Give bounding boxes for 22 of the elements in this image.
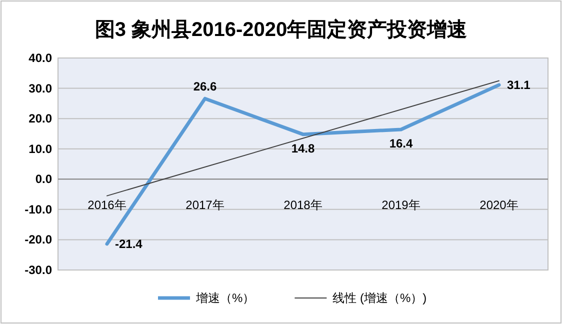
data-label: 14.8 xyxy=(291,141,315,156)
data-label: 26.6 xyxy=(193,80,217,94)
line-series xyxy=(106,80,500,196)
x-tick-label: 2017年 xyxy=(186,198,224,212)
y-tick-label: 40.0 xyxy=(28,51,52,65)
y-tick-label: -10.0 xyxy=(24,202,52,216)
data-label: 16.4 xyxy=(389,136,413,150)
y-tick-label: 20.0 xyxy=(28,112,52,126)
y-tick-label: 0.0 xyxy=(35,172,52,186)
y-tick-label: -20.0 xyxy=(24,232,52,247)
y-tick-label: 30.0 xyxy=(28,81,52,96)
legend-label: 线性 (增速（%）) xyxy=(332,291,427,305)
y-tick-label: -30.0 xyxy=(24,263,52,277)
x-tick-label: 2019年 xyxy=(382,198,420,212)
data-label: 31.1 xyxy=(507,78,531,92)
y-tick-label: 10.0 xyxy=(28,142,52,156)
data-label: -21.4 xyxy=(115,236,143,251)
x-tick-label: 2016年 xyxy=(88,198,126,212)
x-tick-label: 2020年 xyxy=(480,198,518,212)
x-tick-label: 2018年 xyxy=(284,198,322,212)
legend-label: 增速（%） xyxy=(195,291,255,305)
chart-title: 图3 象州县2016-2020年固定资产投资增速 xyxy=(94,18,468,41)
